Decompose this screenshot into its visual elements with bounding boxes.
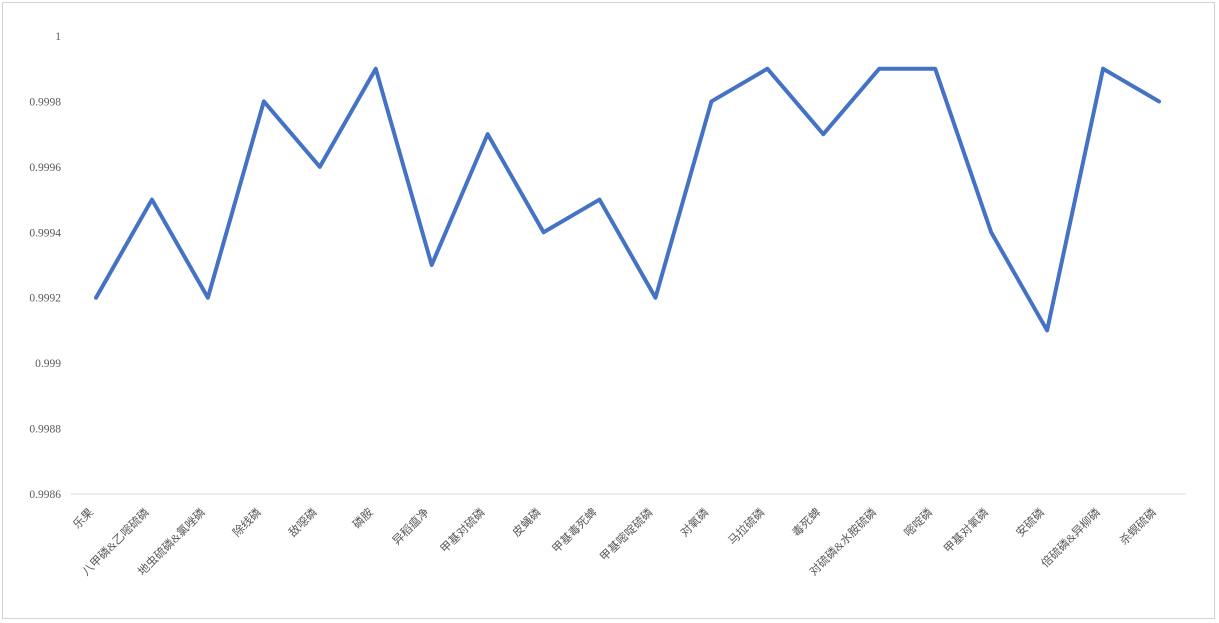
y-axis-tick-label: 0.9986 <box>29 489 61 501</box>
x-axis-category-label: 磷胺 <box>350 505 377 532</box>
x-axis-category-label: 毒死蜱 <box>789 505 824 540</box>
y-axis-tick-label: 0.9998 <box>29 96 61 108</box>
x-axis-category-label: 甲基嘧啶硫磷 <box>597 505 656 564</box>
x-axis-category-label: 异稻瘟净 <box>389 505 432 548</box>
x-axis-category-label: 敌噁磷 <box>286 505 321 540</box>
x-axis-category-label: 杀螟硫磷 <box>1117 505 1160 548</box>
x-axis-category-label: 甲基对氧磷 <box>941 505 992 556</box>
x-axis-category-label: 除线磷 <box>230 505 265 540</box>
x-axis-category-label: 甲基毒死蜱 <box>549 505 600 556</box>
y-axis-tick-label: 1 <box>55 31 61 43</box>
x-axis-category-label: 甲基对硫磷 <box>437 505 488 556</box>
y-axis-tick-label: 0.9988 <box>29 424 61 436</box>
x-axis-category-label: 对氧磷 <box>677 505 712 540</box>
y-axis-tick-label: 0.9996 <box>29 162 61 174</box>
x-axis-category-label: 马拉硫磷 <box>725 505 768 548</box>
y-axis-tick-label: 0.9994 <box>29 227 61 239</box>
data-series-line <box>94 66 1161 333</box>
x-axis-category-label: 皮蝇磷 <box>510 506 544 540</box>
x-axis-category-label: 倍硫磷&异柳磷 <box>1038 505 1103 570</box>
y-axis-tick-label: 0.9992 <box>29 293 61 305</box>
x-axis-category-label: 安硫磷 <box>1013 505 1048 540</box>
x-axis-category-label: 乐果 <box>71 506 97 532</box>
line-chart-plot-area: 1 0.9998 0.9996 0.9994 0.9992 0.999 0.9988 0.99… <box>29 31 1186 578</box>
y-axis-tick-label: 0.999 <box>35 358 61 370</box>
x-axis-category-label: 嘧啶磷 <box>901 505 936 540</box>
